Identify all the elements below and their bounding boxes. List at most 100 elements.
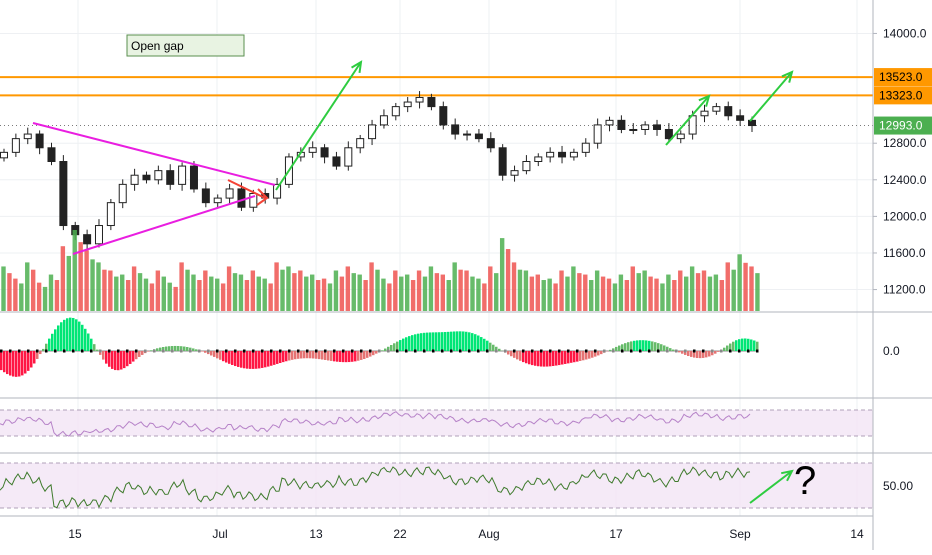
squeeze-dot (117, 350, 120, 353)
momentum-bar (240, 351, 243, 368)
momentum-bar (465, 332, 468, 351)
volume-bar (542, 280, 546, 311)
squeeze-dot (72, 350, 75, 353)
momentum-bar (366, 351, 369, 358)
momentum-bar (339, 351, 342, 362)
candle-body (345, 148, 352, 166)
volume-bar (25, 262, 29, 311)
volume-bar (43, 287, 47, 311)
squeeze-dot (189, 350, 192, 353)
momentum-bar (732, 342, 735, 351)
momentum-bar (624, 343, 627, 351)
momentum-bar (357, 351, 360, 361)
squeeze-dot (603, 350, 606, 353)
momentum-bar (141, 351, 144, 355)
candle-body (642, 125, 649, 130)
momentum-bar (294, 351, 297, 359)
candle-body (511, 171, 518, 176)
momentum-bar (60, 322, 63, 351)
volume-bar (381, 279, 385, 311)
squeeze-dot (711, 350, 714, 353)
volume-bar (352, 273, 356, 311)
volume-bar (363, 280, 367, 311)
volume-bar (369, 262, 373, 311)
open-gap-label[interactable]: Open gap (127, 35, 244, 56)
momentum-bar (528, 351, 531, 364)
volume-bar (595, 271, 599, 312)
momentum-bar (12, 351, 15, 377)
price-tick-label: 11200.0 (883, 283, 926, 297)
oscillator-2-pane[interactable] (0, 463, 873, 508)
volume-bar (245, 280, 249, 311)
momentum-bar (84, 329, 87, 351)
momentum-bar (354, 351, 357, 361)
momentum-bar (177, 346, 180, 351)
volume-bar (179, 262, 183, 311)
momentum-bar (489, 343, 492, 351)
momentum-bar (273, 351, 276, 365)
volume-bar (274, 262, 278, 311)
squeeze-dot (270, 350, 273, 353)
candle-body (725, 107, 732, 116)
candle-body (654, 125, 661, 130)
squeeze-dot (153, 350, 156, 353)
volume-bar (387, 283, 391, 311)
momentum-bar (270, 351, 273, 366)
oscillator-1-pane[interactable] (0, 410, 873, 436)
candle-body (369, 125, 376, 139)
volume-bar (506, 249, 510, 311)
momentum-bar (723, 348, 726, 351)
momentum-bar (525, 351, 528, 363)
momentum-bar (447, 332, 450, 351)
candle-body (48, 148, 55, 162)
squeeze-dot (639, 350, 642, 353)
momentum-bar (54, 329, 57, 351)
momentum-bar (426, 333, 429, 351)
candle-body (380, 116, 387, 125)
price-pane[interactable] (0, 77, 873, 250)
momentum-bar (75, 319, 78, 351)
momentum-bar (252, 351, 255, 369)
squeeze-dot (549, 350, 552, 353)
momentum-bar (330, 351, 333, 361)
momentum-bar (264, 351, 267, 367)
candle-body (464, 134, 471, 135)
momentum-bar (237, 351, 240, 367)
momentum-pane[interactable] (0, 318, 759, 377)
squeeze-dot (171, 350, 174, 353)
momentum-bar (705, 351, 708, 357)
momentum-bar (309, 351, 312, 358)
candle-body (357, 139, 364, 148)
momentum-bar (648, 341, 651, 351)
volume-bar (67, 256, 71, 311)
price-tick-label: 11600.0 (883, 246, 926, 260)
squeeze-dot (297, 350, 300, 353)
momentum-bar (672, 350, 675, 351)
squeeze-dot (630, 350, 633, 353)
volume-bar (726, 262, 730, 311)
squeeze-dot (279, 350, 282, 353)
momentum-bar (234, 351, 237, 366)
momentum-bar (642, 340, 645, 351)
volume-bar (452, 262, 456, 311)
momentum-bar (351, 351, 354, 362)
momentum-bar (543, 351, 546, 367)
time-tick-label: Jul (212, 527, 227, 541)
squeeze-dot (423, 350, 426, 353)
squeeze-dot (522, 350, 525, 353)
momentum-bar (498, 349, 501, 351)
volume-bar (49, 275, 53, 311)
candle-body (606, 120, 613, 125)
momentum-bar (183, 347, 186, 351)
candle-body (107, 203, 114, 226)
projection-arrow-2 (666, 96, 709, 145)
volume-bar (577, 273, 581, 311)
volume-bar (690, 266, 694, 311)
volume-bar (435, 273, 439, 311)
volume-bar (547, 279, 551, 311)
momentum-bar (318, 351, 321, 359)
volume-bar (203, 271, 207, 312)
volume-bar (458, 270, 462, 311)
momentum-bar (201, 351, 204, 352)
